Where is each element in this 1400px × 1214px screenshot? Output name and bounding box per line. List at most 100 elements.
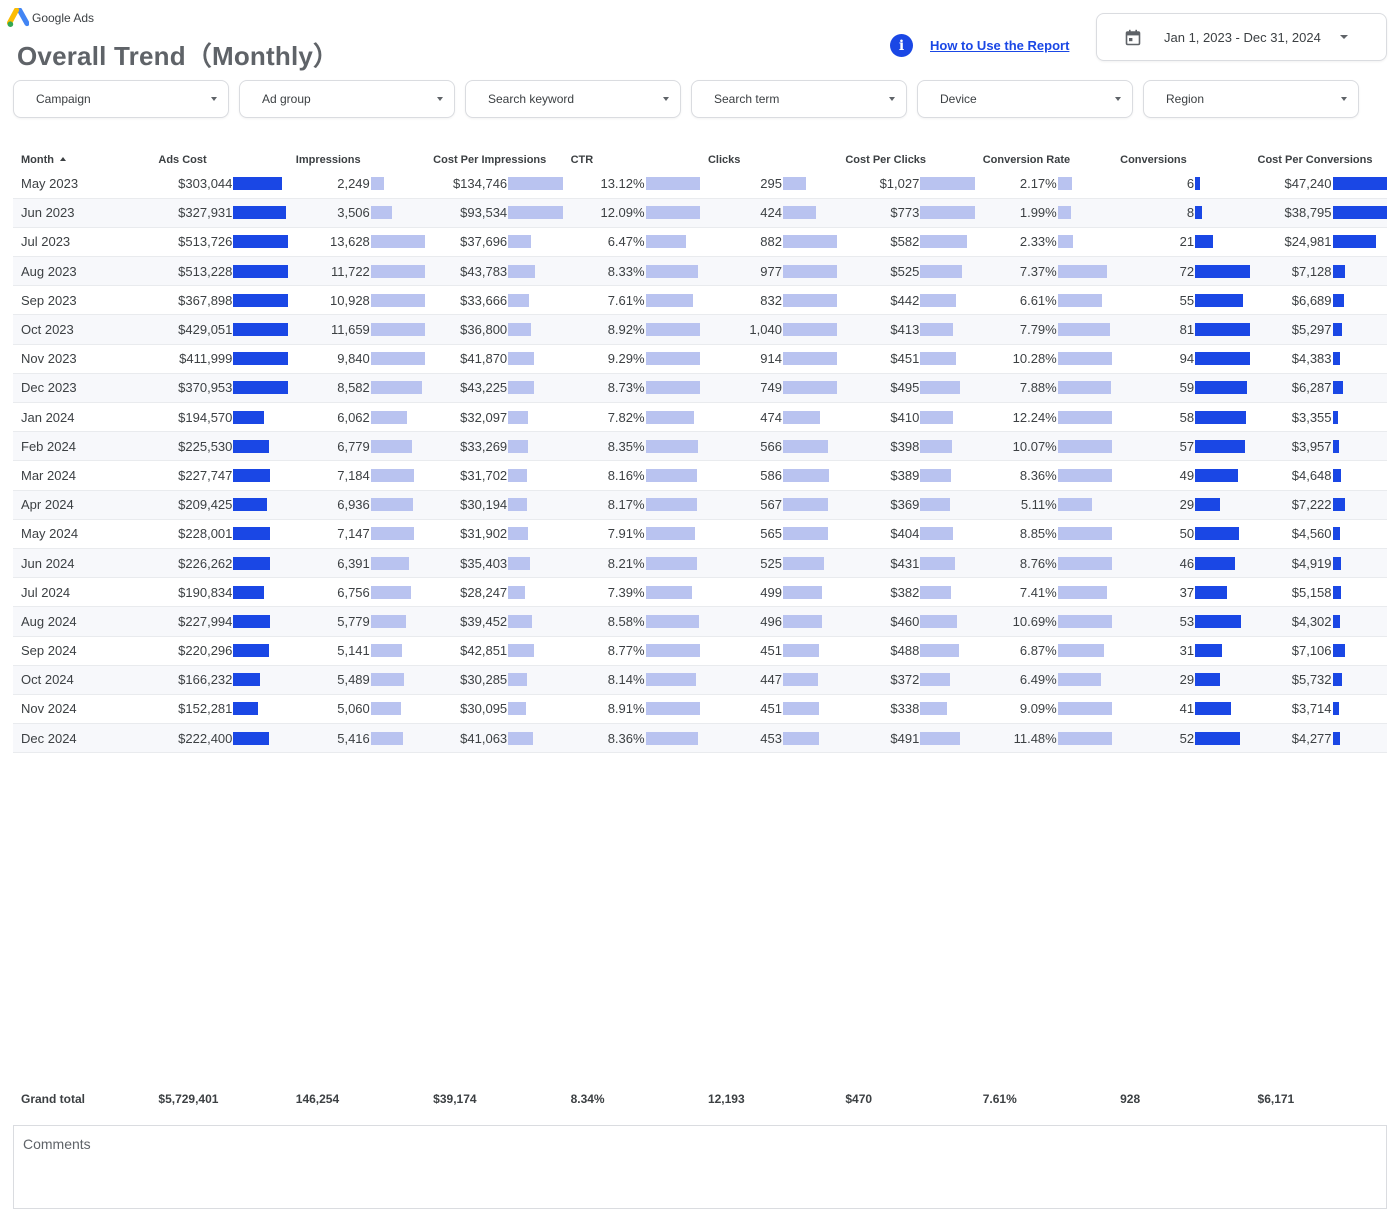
column-header-impressions[interactable]: Impressions bbox=[288, 145, 425, 169]
table-row[interactable]: Aug 2023 $513,228 11,722 $43,783 8.33% 977 $52… bbox=[13, 256, 1387, 287]
data-bar bbox=[370, 176, 385, 190]
cell-value: 46 bbox=[1179, 555, 1195, 571]
filter-campaign[interactable]: Campaign bbox=[13, 80, 229, 118]
cell-cost-per-conv: $4,383 bbox=[1249, 344, 1387, 374]
table-row[interactable]: Mar 2024 $227,747 7,184 $31,702 8.16% 586 $389… bbox=[13, 460, 1387, 491]
cell-conversions: 29 bbox=[1112, 665, 1250, 695]
cell-value: 451 bbox=[760, 701, 782, 717]
cell-clicks: 496 bbox=[699, 606, 838, 637]
cell-value: $513,228 bbox=[178, 263, 233, 279]
data-bar bbox=[233, 702, 258, 716]
table-row[interactable]: Jul 2024 $190,834 6,756 $28,247 7.39% 499 $382… bbox=[13, 577, 1387, 608]
comments-box[interactable]: Comments bbox=[13, 1125, 1387, 1209]
cell-clicks: 453 bbox=[699, 723, 838, 754]
column-header-cost-per-conv[interactable]: Cost Per Conversions bbox=[1250, 145, 1387, 169]
column-header-month[interactable]: Month bbox=[13, 145, 150, 169]
data-bar bbox=[1332, 410, 1339, 424]
data-bar bbox=[1332, 381, 1344, 395]
cell-value: 49 bbox=[1179, 467, 1195, 483]
cell-cpc: $582 bbox=[837, 227, 975, 258]
column-header-cpc[interactable]: Cost Per Clicks bbox=[837, 145, 974, 169]
cell-cpc: $413 bbox=[837, 314, 975, 345]
cell-value: $491 bbox=[890, 730, 920, 746]
cell-impressions: 10,928 bbox=[287, 285, 426, 316]
table-row[interactable]: Jan 2024 $194,570 6,062 $32,097 7.82% 474 $410… bbox=[13, 402, 1387, 433]
google-ads-logo: Google Ads bbox=[7, 8, 94, 28]
data-bar bbox=[1332, 264, 1345, 278]
sort-ascending-icon[interactable] bbox=[59, 157, 66, 161]
data-bar bbox=[645, 381, 700, 395]
table-row[interactable]: Jul 2023 $513,726 13,628 $37,696 6.47% 882 $58… bbox=[13, 227, 1387, 258]
cell-value: $6,287 bbox=[1291, 380, 1332, 396]
column-header-ctr[interactable]: CTR bbox=[563, 145, 700, 169]
cell-value: $93,534 bbox=[460, 205, 508, 221]
cell-value: 21 bbox=[1179, 234, 1195, 250]
data-bar bbox=[370, 410, 408, 424]
cell-value: 8.92% bbox=[607, 322, 645, 338]
data-bar bbox=[1332, 206, 1387, 220]
data-bar bbox=[370, 381, 423, 395]
column-header-ads-cost[interactable]: Ads Cost bbox=[150, 145, 287, 169]
cell-conv-rate: 2.17% bbox=[974, 169, 1113, 199]
data-bar bbox=[508, 527, 528, 541]
cell-cost-per-conv: $7,222 bbox=[1249, 490, 1387, 520]
cell-value: $190,834 bbox=[178, 584, 233, 600]
data-bar bbox=[645, 293, 694, 307]
filter-search-keyword[interactable]: Search keyword bbox=[465, 80, 681, 118]
data-bar bbox=[1195, 264, 1250, 278]
column-header-cpm[interactable]: Cost Per Impressions bbox=[425, 145, 562, 169]
column-header-clicks[interactable]: Clicks bbox=[700, 145, 837, 169]
cell-value: $404 bbox=[890, 526, 920, 542]
date-range-picker[interactable]: Jan 1, 2023 - Dec 31, 2024 bbox=[1096, 13, 1387, 61]
info-icon[interactable]: i bbox=[890, 34, 913, 57]
table-row[interactable]: Jun 2024 $226,262 6,391 $35,403 8.21% 525 $431… bbox=[13, 548, 1387, 579]
cell-value: 8,582 bbox=[337, 380, 370, 396]
how-to-use-link[interactable]: How to Use the Report bbox=[930, 38, 1070, 53]
cell-month: Mar 2024 bbox=[13, 460, 151, 491]
cell-clicks: 832 bbox=[699, 285, 838, 316]
table-row[interactable]: Dec 2023 $370,953 8,582 $43,225 8.73% 749 $495… bbox=[13, 373, 1387, 404]
data-bar bbox=[1195, 585, 1228, 599]
data-bar bbox=[920, 410, 954, 424]
table-row[interactable]: Sep 2023 $367,898 10,928 $33,666 7.61% 832 $44… bbox=[13, 285, 1387, 316]
table-row[interactable]: Apr 2024 $209,425 6,936 $30,194 8.17% 567 $369… bbox=[13, 490, 1387, 520]
cell-conv-rate: 10.69% bbox=[974, 606, 1113, 637]
table-row[interactable]: Feb 2024 $225,530 6,779 $33,269 8.35% 566 $398… bbox=[13, 431, 1387, 462]
filter-label: Region bbox=[1166, 92, 1205, 106]
table-row[interactable]: Oct 2023 $429,051 11,659 $36,800 8.92% 1,040 $… bbox=[13, 314, 1387, 345]
table-row[interactable]: May 2024 $228,001 7,147 $31,902 7.91% 565 $404… bbox=[13, 519, 1387, 549]
data-bar bbox=[1332, 644, 1345, 658]
data-bar bbox=[233, 293, 288, 307]
cell-ctr: 7.82% bbox=[562, 402, 700, 433]
table-row[interactable]: Jun 2023 $327,931 3,506 $93,534 12.09% 424 $77… bbox=[13, 198, 1387, 228]
table-row[interactable]: Nov 2024 $152,281 5,060 $30,095 8.91% 451 $338… bbox=[13, 694, 1387, 725]
filter-device[interactable]: Device bbox=[917, 80, 1133, 118]
filter-bar: Campaign Ad group Search keyword Search ter… bbox=[13, 80, 1359, 118]
cell-month: Dec 2023 bbox=[13, 373, 151, 404]
filter-region[interactable]: Region bbox=[1143, 80, 1359, 118]
filter-ad-group[interactable]: Ad group bbox=[239, 80, 455, 118]
cell-value: $38,795 bbox=[1284, 205, 1332, 221]
column-header-conv-rate[interactable]: Conversion Rate bbox=[975, 145, 1112, 169]
cell-value: 977 bbox=[760, 263, 782, 279]
column-header-conversions[interactable]: Conversions bbox=[1112, 145, 1249, 169]
cell-value: $32,097 bbox=[460, 409, 508, 425]
table-row[interactable]: Nov 2023 $411,999 9,840 $41,870 9.29% 914 $451… bbox=[13, 344, 1387, 374]
table-row[interactable]: Oct 2024 $166,232 5,489 $30,285 8.14% 447 $372… bbox=[13, 665, 1387, 695]
cell-value: 29 bbox=[1179, 672, 1195, 688]
data-bar bbox=[233, 410, 265, 424]
data-bar bbox=[370, 527, 414, 541]
cell-ctr: 8.17% bbox=[562, 490, 700, 520]
table-row[interactable]: Aug 2024 $227,994 5,779 $39,452 8.58% 496 $460… bbox=[13, 606, 1387, 637]
data-bar bbox=[645, 264, 698, 278]
table-row[interactable]: Dec 2024 $222,400 5,416 $41,063 8.36% 453 $491… bbox=[13, 723, 1387, 754]
grand-total-impressions: 146,254 bbox=[295, 1092, 340, 1106]
cell-value: $411,999 bbox=[179, 351, 233, 367]
data-bar bbox=[1332, 614, 1340, 628]
cell-impressions: 11,722 bbox=[287, 256, 426, 287]
table-row[interactable]: May 2023 $303,044 2,249 $134,746 13.12% 295 $1… bbox=[13, 169, 1387, 199]
filter-search-term[interactable]: Search term bbox=[691, 80, 907, 118]
table-row[interactable]: Sep 2024 $220,296 5,141 $42,851 8.77% 451 $488… bbox=[13, 636, 1387, 666]
google-ads-logo-icon bbox=[7, 8, 29, 27]
chevron-down-icon bbox=[663, 97, 669, 101]
